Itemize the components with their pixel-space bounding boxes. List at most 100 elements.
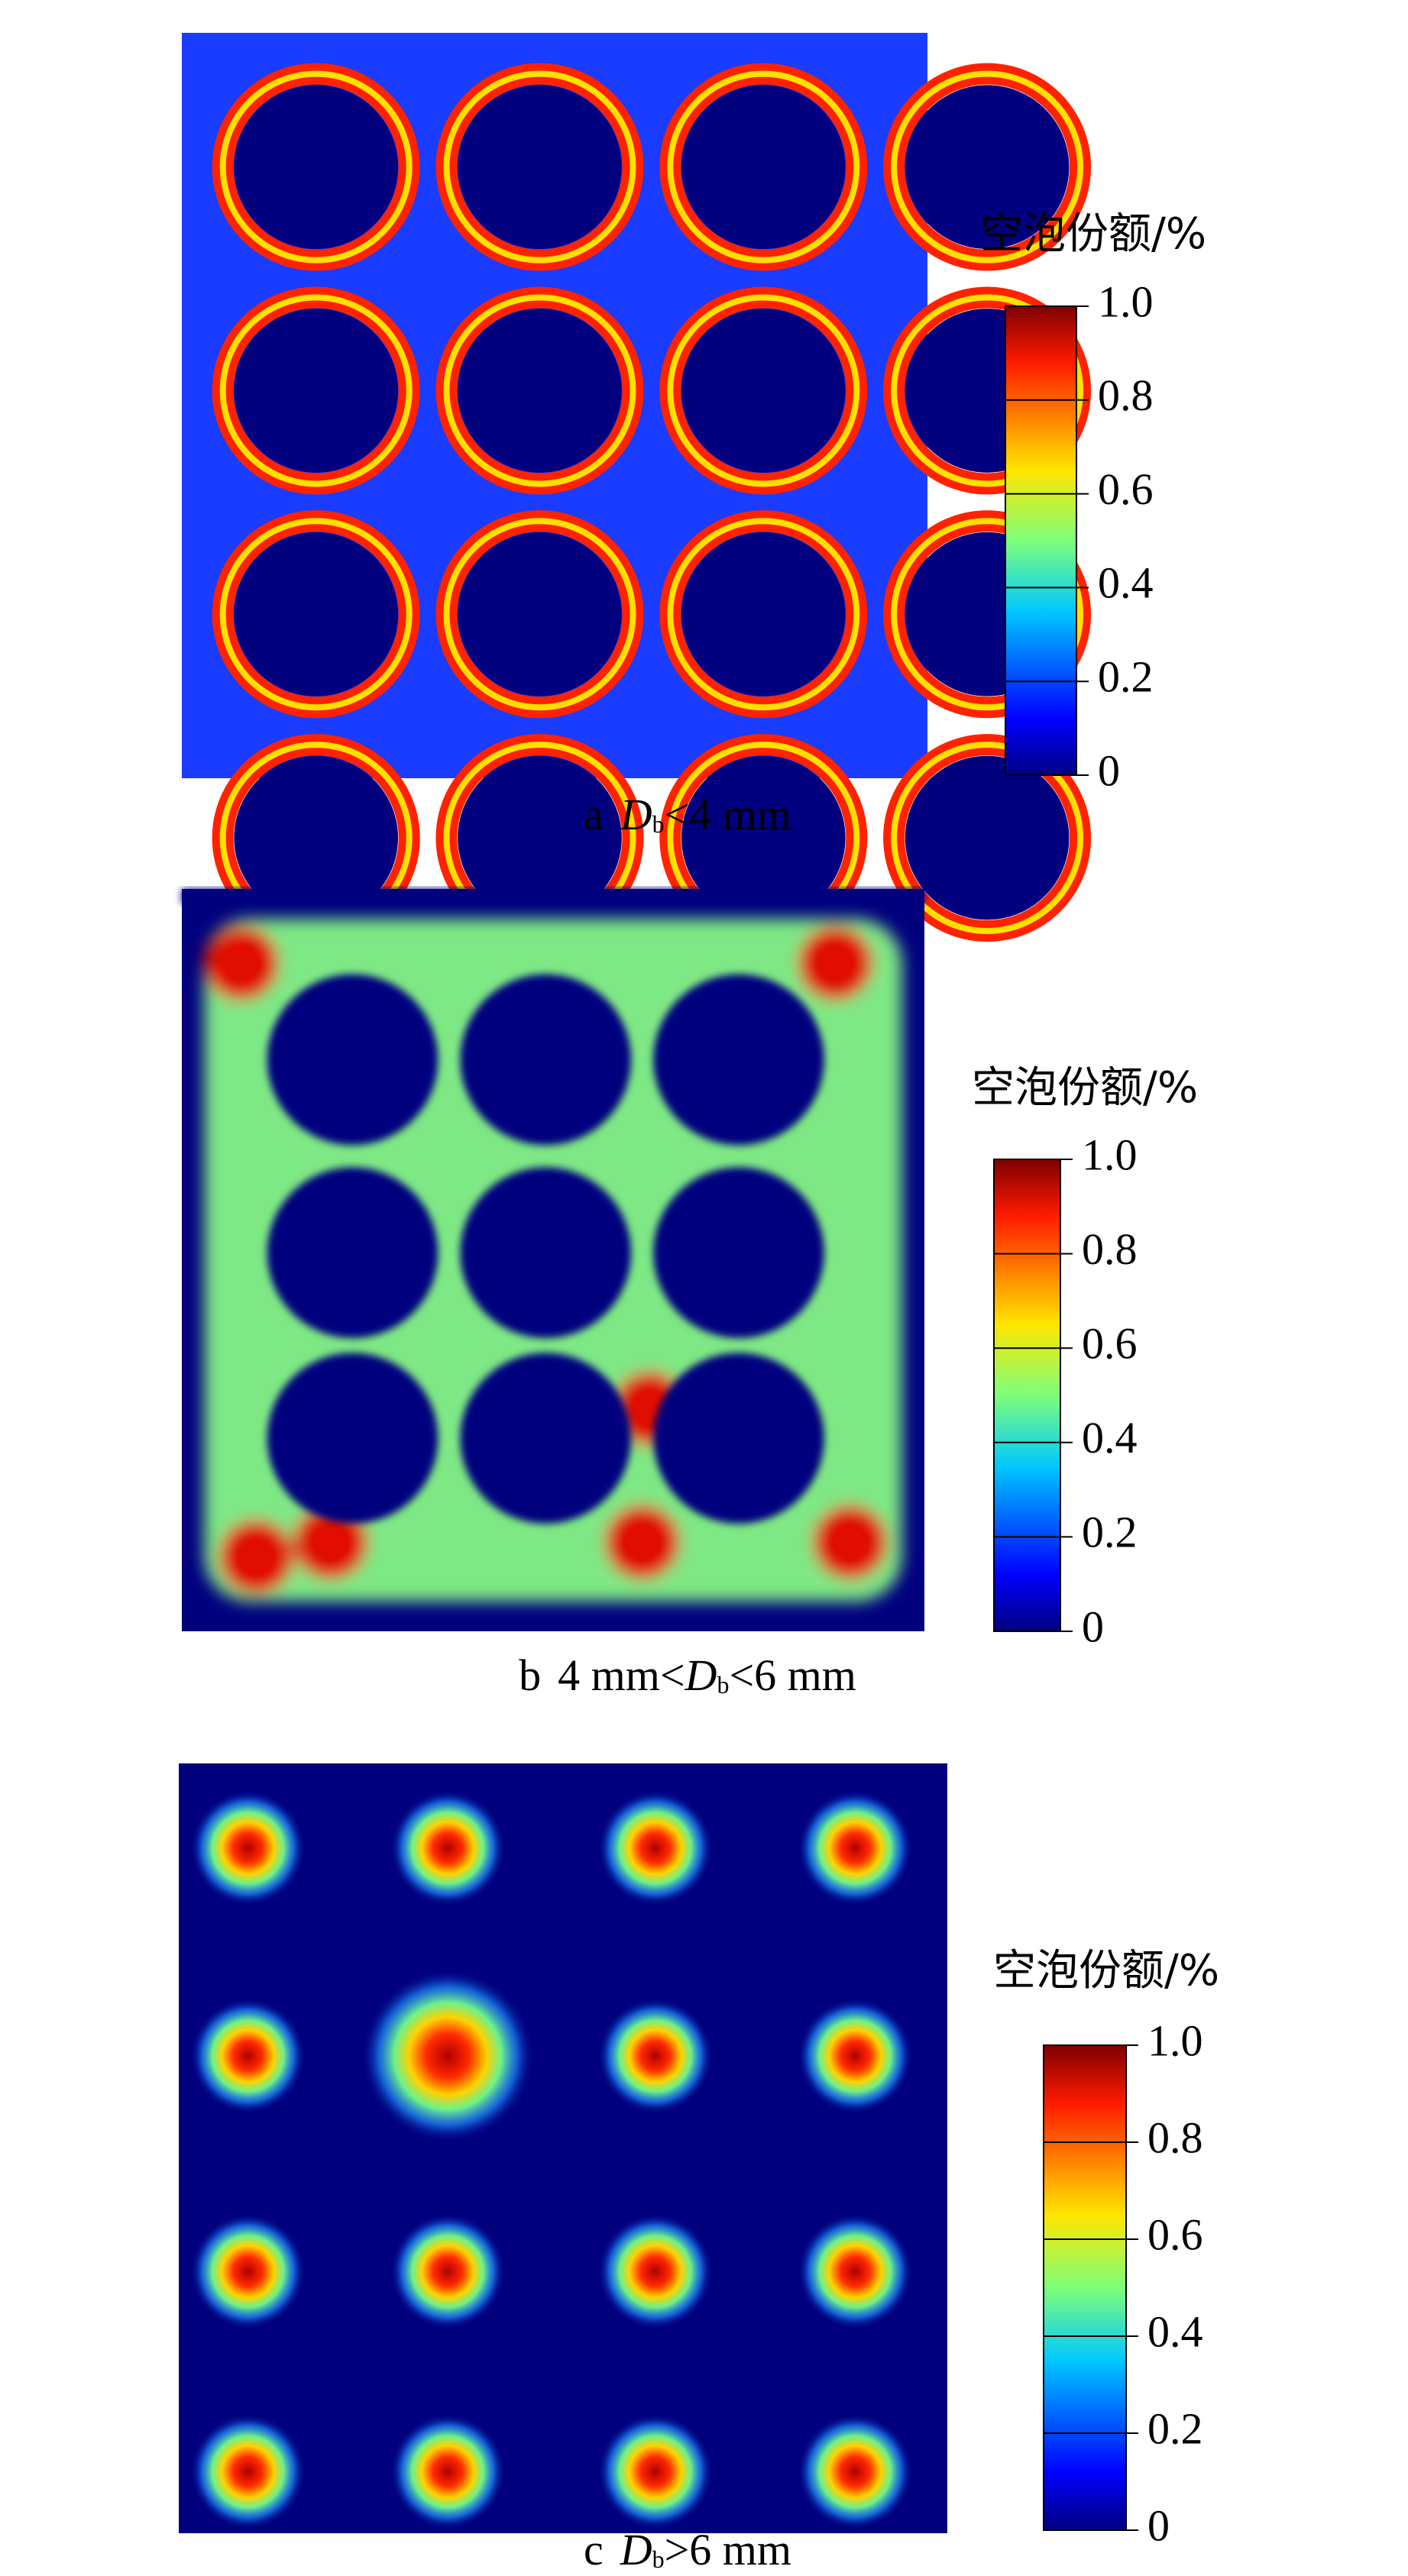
field-spot	[361, 1969, 535, 2143]
colorbar-title: 空泡份额/%	[972, 1063, 1198, 1113]
caption-part: >6 mm	[665, 2525, 791, 2574]
heatmap	[179, 1763, 947, 2533]
colorbar-tick-label: 0	[1147, 2500, 1170, 2550]
field-spot	[390, 1790, 506, 1906]
field-void	[267, 1167, 439, 1339]
field-void	[681, 755, 846, 920]
colorbar-tick-label: 0	[1098, 745, 1120, 795]
field-spot	[190, 2213, 306, 2329]
colorbar: 0 0.2 0.4 0.6 0.8 1.0	[993, 1130, 1138, 1651]
field-spot	[797, 2413, 913, 2529]
colorbar: 0 0.2 0.4 0.6 0.8 1.0	[1005, 276, 1154, 795]
caption-part: 4 mm<	[558, 1650, 685, 1700]
colorbar: 0 0.2 0.4 0.6 0.8 1.0	[1043, 2015, 1203, 2550]
field-void	[681, 309, 846, 473]
caption-part: D	[685, 1650, 717, 1700]
colorbar-title: 空泡份额/%	[980, 209, 1206, 259]
caption-part: <6 mm	[729, 1650, 856, 1700]
field-spot	[190, 1790, 306, 1906]
field-spot	[797, 1998, 913, 2114]
field-ring	[667, 518, 860, 711]
field-void	[460, 974, 632, 1146]
field-spot	[597, 1790, 714, 1906]
colorbar-gradient	[1005, 305, 1077, 776]
field-void	[905, 755, 1070, 920]
field-void	[234, 85, 399, 250]
field-void	[234, 532, 399, 697]
field-spot	[797, 2213, 913, 2329]
colorbar-tick-label: 1.0	[1147, 2015, 1203, 2065]
colorbar-tick-label: 0.4	[1098, 558, 1154, 608]
colorbar-tick-label: 0.8	[1147, 2112, 1203, 2162]
panel: 0 0.2 0.4 0.6 0.8 1.0 空泡份额/% c Db>6 mm	[179, 1763, 1219, 2574]
field-ring	[891, 518, 1084, 711]
field-spot	[390, 2413, 506, 2529]
colorbar-tick-label: 0.6	[1147, 2209, 1203, 2259]
field-ring	[443, 518, 636, 711]
field-ring	[891, 742, 1084, 935]
caption-part: a	[584, 790, 604, 839]
colorbar-gradient	[993, 1159, 1061, 1632]
caption-part: c	[584, 2525, 604, 2574]
field-spot	[597, 2413, 714, 2529]
field-void	[234, 755, 399, 920]
field-void	[458, 532, 622, 697]
field-void	[234, 309, 399, 473]
field-spot	[597, 1998, 714, 2114]
field-void	[267, 974, 439, 1146]
colorbar-tick-label: 0.2	[1147, 2403, 1203, 2453]
field-spot	[797, 1790, 913, 1906]
field-ring	[891, 70, 1084, 263]
field-void	[460, 1353, 632, 1524]
field-void	[681, 532, 846, 697]
field-void	[653, 1353, 824, 1524]
field-edge	[182, 889, 924, 904]
caption-part: b	[652, 810, 665, 838]
field-ring	[219, 518, 413, 711]
field-void	[458, 309, 622, 473]
caption-part: D	[620, 2525, 652, 2574]
field-void	[905, 85, 1070, 250]
field-ring	[443, 70, 636, 263]
colorbar-gradient	[1043, 2044, 1127, 2531]
colorbar-tick-label: 0.4	[1082, 1413, 1138, 1463]
colorbar-tick-label: 0.6	[1082, 1319, 1138, 1369]
field-hotspot	[798, 926, 872, 1000]
field-ring	[891, 294, 1084, 487]
colorbar-tick-label: 0.2	[1098, 652, 1154, 702]
colorbar-tick-label: 0.8	[1082, 1224, 1138, 1274]
field-void	[653, 1167, 824, 1339]
caption-part: b	[717, 1671, 729, 1698]
caption-part: D	[620, 790, 652, 839]
field-hotspot	[605, 1505, 680, 1579]
colorbar-tick-label: 0.6	[1098, 464, 1154, 514]
heatmap	[182, 889, 924, 1631]
colorbar-tick-label: 0	[1082, 1602, 1104, 1651]
field-ring	[667, 70, 860, 263]
colorbar-tick-label: 0.2	[1082, 1508, 1138, 1557]
field-hotspot	[218, 1520, 293, 1595]
field-void	[267, 1353, 439, 1524]
caption: c Db>6 mm	[584, 2525, 791, 2574]
field-hotspot	[204, 926, 279, 1000]
field-ring	[219, 294, 413, 487]
field-spot	[190, 2413, 306, 2529]
caption-part: b	[652, 2545, 665, 2573]
colorbar-tick-label: 0.4	[1147, 2306, 1203, 2356]
field-void	[460, 1167, 632, 1339]
field-void	[458, 85, 622, 250]
field-void	[653, 974, 824, 1146]
field-hotspot	[813, 1505, 888, 1579]
colorbar-tick-label: 1.0	[1082, 1130, 1138, 1179]
panel: 0 0.2 0.4 0.6 0.8 1.0 空泡份额/% a Db<4 mm	[182, 33, 1206, 942]
field-ring	[219, 70, 413, 263]
field-spot	[190, 1998, 306, 2114]
field-spot	[597, 2213, 714, 2329]
colorbar-tick-label: 0.8	[1098, 370, 1154, 420]
field-void	[681, 85, 846, 250]
field-ring	[443, 294, 636, 487]
